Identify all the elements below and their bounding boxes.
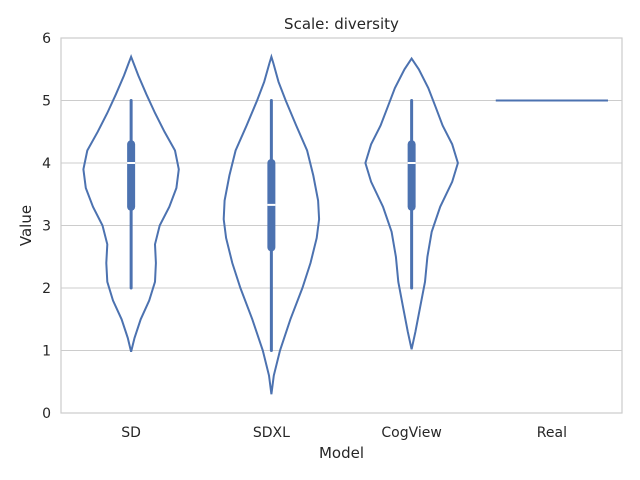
x-tick-label: SD [121,425,141,441]
violin-sdxl [222,53,321,395]
y-tick-label: 0 [42,406,51,422]
x-tick-label: Real [537,425,567,441]
violin-outline [222,53,321,395]
y-axis-label: Value [17,205,35,246]
gridlines [61,100,622,351]
y-tick-label: 6 [42,31,51,47]
y-tick-label: 3 [42,219,51,235]
chart-title: Scale: diversity [284,15,399,33]
x-tick-label: CogView [381,425,441,441]
x-tick-label: SDXL [253,425,290,441]
violin-cogview [364,56,459,350]
y-tick-label: 4 [42,156,51,172]
plot-frame [60,37,623,414]
y-tick-label: 2 [42,281,51,297]
tick-labels: 0 1 2 3 4 5 6 SD SDXL CogView Real [42,31,567,441]
violin-outline [82,54,180,353]
x-axis-label: Model [319,444,364,462]
violin-outline [364,56,459,350]
y-tick-label: 1 [42,344,51,360]
violin-sd [82,54,180,353]
violins [82,53,608,395]
y-tick-label: 5 [42,94,51,110]
